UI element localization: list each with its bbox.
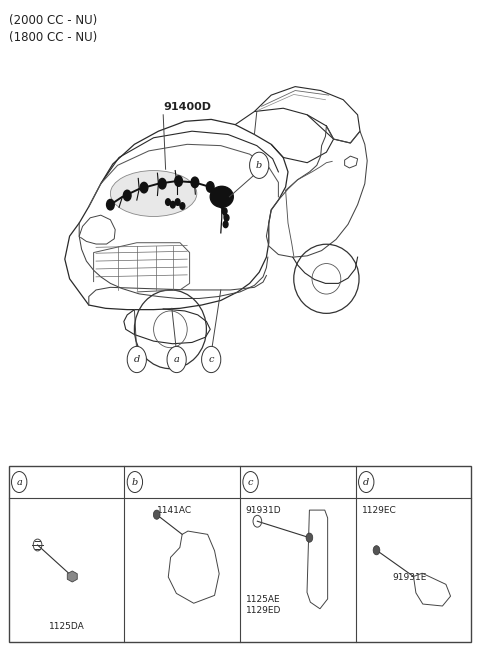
Circle shape: [107, 199, 114, 210]
Circle shape: [224, 215, 229, 221]
Text: c: c: [208, 355, 214, 364]
Circle shape: [243, 472, 258, 493]
Text: c: c: [248, 478, 253, 487]
Circle shape: [250, 152, 269, 178]
Circle shape: [359, 472, 374, 493]
Circle shape: [166, 199, 170, 205]
Circle shape: [158, 178, 166, 189]
Text: 1141AC: 1141AC: [156, 506, 192, 515]
Text: 91400D: 91400D: [163, 102, 211, 112]
Circle shape: [373, 546, 380, 555]
Circle shape: [127, 472, 143, 493]
Circle shape: [191, 177, 199, 188]
Circle shape: [180, 203, 185, 209]
Circle shape: [206, 182, 214, 192]
Circle shape: [175, 176, 182, 186]
Circle shape: [123, 190, 131, 201]
Circle shape: [127, 346, 146, 373]
Text: a: a: [16, 478, 22, 487]
Text: b: b: [132, 478, 138, 487]
Text: (2000 CC - NU)
(1800 CC - NU): (2000 CC - NU) (1800 CC - NU): [9, 14, 97, 45]
Text: d: d: [363, 478, 370, 487]
Text: d: d: [133, 355, 140, 364]
Circle shape: [12, 472, 27, 493]
Circle shape: [222, 208, 227, 215]
Polygon shape: [67, 571, 77, 582]
Circle shape: [218, 189, 226, 199]
Text: 91931E: 91931E: [393, 573, 427, 583]
Circle shape: [170, 201, 175, 208]
Ellipse shape: [210, 186, 233, 207]
Text: 91931D: 91931D: [246, 506, 281, 515]
Circle shape: [175, 199, 180, 205]
Circle shape: [167, 346, 186, 373]
Text: 1125DA: 1125DA: [48, 622, 84, 631]
Text: b: b: [256, 161, 263, 170]
Circle shape: [202, 346, 221, 373]
Text: a: a: [174, 355, 180, 364]
Text: 1125AE
1129ED: 1125AE 1129ED: [246, 595, 281, 615]
Bar: [9, 466, 471, 642]
Circle shape: [306, 533, 313, 543]
Circle shape: [153, 510, 160, 520]
Text: 1129EC: 1129EC: [361, 506, 396, 515]
Circle shape: [140, 182, 148, 193]
Ellipse shape: [110, 171, 197, 216]
Circle shape: [223, 221, 228, 228]
Circle shape: [219, 201, 224, 208]
